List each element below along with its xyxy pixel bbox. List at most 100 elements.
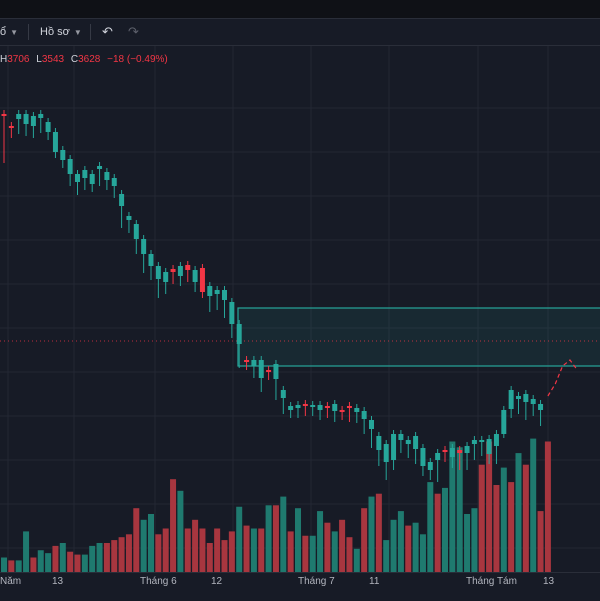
volume-bar (280, 496, 287, 572)
candle-body (8, 126, 14, 128)
candle-body (126, 216, 132, 220)
volume-bar (1, 557, 7, 572)
candle-body (530, 399, 536, 404)
candle-body (163, 272, 169, 282)
range-box[interactable] (237, 307, 600, 367)
volume-bars (1, 438, 551, 572)
volume-bar (96, 543, 103, 572)
candle-body (185, 265, 191, 270)
candle-body (133, 224, 139, 239)
candle-body (60, 150, 66, 160)
candle-body (273, 364, 279, 379)
candle-body (111, 178, 117, 186)
chart-toolbar: ổ ▼ Hồ sơ ▼ ↶ ↷ (0, 19, 600, 46)
time-label: Tháng Tám (466, 576, 517, 587)
volume-bar (449, 441, 456, 572)
volume-bar (243, 525, 250, 572)
volume-bar (383, 540, 390, 572)
volume-bar (346, 537, 353, 572)
volume-bar (456, 447, 463, 572)
volume-bar (471, 508, 478, 572)
redo-icon[interactable]: ↷ (128, 24, 139, 39)
candle-body (516, 396, 521, 399)
candle-body (383, 444, 389, 462)
toolbar-divider (28, 24, 29, 40)
candle-body (317, 405, 323, 410)
candle-body (332, 404, 338, 411)
chevron-down-icon: ▼ (73, 28, 82, 37)
volume-bar (37, 550, 44, 572)
volume-bar (368, 496, 375, 572)
volume-bar (405, 525, 412, 572)
candle-body (464, 446, 470, 453)
candle-body (266, 370, 272, 372)
volume-bar (537, 511, 544, 572)
volume-bar (140, 519, 147, 572)
profile-menu[interactable]: Hồ sơ ▼ (40, 24, 82, 40)
volume-bar (8, 560, 15, 572)
volume-bar (302, 535, 309, 572)
candle-body (97, 166, 103, 169)
layout-menu-label: ổ (0, 26, 7, 38)
candlestick-chart[interactable] (0, 46, 600, 572)
volume-bar (309, 535, 316, 572)
change-value: −18 (−0.49%) (107, 54, 168, 65)
low-label: L (36, 54, 42, 65)
candle-body (471, 440, 477, 444)
candle-body (376, 436, 382, 450)
volume-bar (493, 485, 500, 572)
volume-bar (125, 534, 132, 572)
volume-bar (375, 493, 382, 572)
volume-bar (206, 543, 213, 572)
time-label: 13 (543, 576, 555, 587)
candle-body (89, 174, 95, 184)
volume-bar (331, 531, 338, 572)
candle-body (354, 408, 360, 412)
candle-body (67, 159, 73, 174)
candle-body (369, 420, 374, 429)
volume-bar (81, 554, 88, 572)
candle-body (479, 440, 485, 442)
volume-bar (184, 528, 191, 572)
candle-body (280, 390, 286, 398)
candle-body (16, 114, 22, 119)
candle-body (405, 440, 411, 444)
volume-bar (522, 464, 529, 572)
volume-bar (464, 514, 471, 572)
time-label: Tháng 7 (298, 576, 335, 587)
time-label: Tháng 6 (140, 576, 177, 587)
volume-bar (287, 531, 294, 572)
volume-bar (155, 534, 162, 572)
volume-bar (478, 464, 485, 572)
chevron-down-icon: ▼ (10, 28, 19, 37)
volume-bar (228, 531, 235, 572)
volume-bar (412, 522, 419, 572)
volume-bar (258, 528, 265, 572)
candle-body (192, 270, 198, 282)
forecast-path (547, 359, 578, 397)
volume-bar (30, 557, 37, 572)
volume-bar (67, 551, 74, 572)
volume-bar (500, 467, 507, 572)
candle-body (244, 360, 250, 362)
volume-bar (419, 534, 426, 572)
volume-bar (23, 531, 30, 572)
undo-icon[interactable]: ↶ (102, 24, 113, 39)
candle-body (229, 302, 235, 324)
candle-body (324, 406, 330, 408)
candle-body (155, 266, 161, 279)
volume-bar (118, 537, 125, 572)
layout-menu[interactable]: ổ ▼ (0, 24, 18, 40)
candle-body (457, 450, 463, 453)
candle-body (38, 114, 44, 118)
volume-bar (324, 522, 331, 572)
ohlc-legend: H3706 L3543 C3628 −18 (−0.49%) (0, 54, 168, 65)
volume-bar (508, 482, 515, 572)
candle-body (141, 239, 147, 254)
volume-bar (361, 508, 368, 572)
volume-bar (221, 540, 228, 572)
candle-body (104, 172, 110, 180)
volume-bar (544, 441, 551, 572)
volume-bar (530, 438, 537, 572)
toolbar-divider (90, 24, 91, 40)
